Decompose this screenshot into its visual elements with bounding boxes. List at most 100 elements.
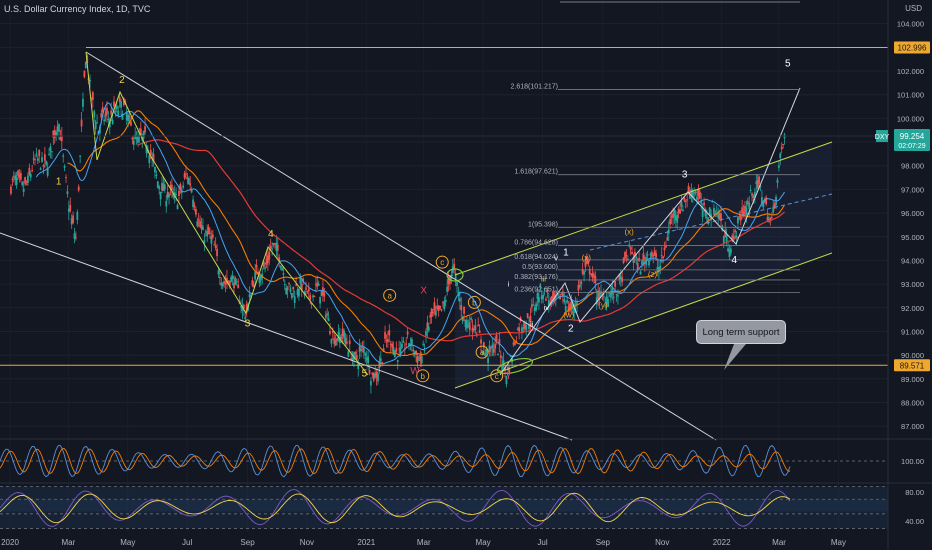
candle-body [17,170,19,176]
candle-body [192,199,194,207]
candle-body [66,191,69,195]
candle-body [595,297,598,305]
candle-body [248,294,251,298]
candle-body [117,110,120,116]
candle-body [131,137,134,140]
wave-label: (x) [624,227,634,236]
last-price-tag [894,129,930,152]
candle-body [12,176,15,178]
candle-body [21,182,24,185]
fib-label: 0.618(94.024) [514,254,558,261]
candle-body [717,211,720,218]
candle-body [413,351,416,355]
candle-body [718,213,721,220]
candle-body [460,305,463,311]
candle-body [437,305,440,311]
x-tick-label: Nov [655,538,669,547]
x-tick-label: May [120,538,135,547]
candle-body [521,327,523,333]
candle-body [429,315,432,318]
candle-body [300,284,303,291]
candle-body [145,145,148,153]
candle-body [148,155,151,164]
candle-body [453,263,456,269]
candle-body [269,246,272,249]
candle-body [350,358,353,361]
candle-body [107,118,110,120]
down-trend-upper [85,51,717,441]
candle-body [158,186,161,190]
down-trend-lower [0,232,573,441]
candle-body [49,146,52,151]
candle-body [320,291,323,297]
wave-circle [467,295,481,309]
candle-body [552,292,554,298]
candle-body [183,173,186,178]
candle-body [130,121,132,126]
candle-body [142,131,145,139]
candle-body [176,204,179,210]
candle-body [245,304,248,313]
candle-body [166,191,169,198]
candle-body [52,130,55,138]
candle-body [79,155,82,157]
candle-body [535,303,537,311]
candle-body [344,337,347,345]
candle-body [439,305,441,309]
candle-body [670,216,673,218]
candle-body [680,201,683,207]
candle-body [396,360,399,362]
wave-path-2020 [85,51,369,376]
x-tick-label: 2021 [357,538,375,547]
candle-body [27,175,29,183]
candle-body [378,361,381,368]
candle-body [382,348,385,352]
candle-body [436,305,439,309]
candle-body [104,112,107,117]
x-tick-label: May [476,538,491,547]
candle-body [63,166,66,168]
candle-body [737,216,739,224]
candle-body [279,265,282,268]
wave-circle [435,255,449,269]
candle-body [72,215,74,223]
candle-body [194,208,197,215]
candle-body [584,259,587,267]
candle-body [772,206,775,213]
countdown-label: 02:07:29 [898,143,925,150]
candle-body [110,110,113,115]
wave-path-2021 [499,87,801,376]
candle-body [643,262,646,264]
candle-body [221,282,224,287]
candle-body [546,289,549,293]
candle-body [482,342,485,348]
candle-body [48,153,50,155]
y-tick-label: 87.000 [901,422,924,431]
candle-body [368,369,371,374]
candle-body [471,327,474,332]
callout-pointer [724,344,746,370]
candle-body [447,277,450,285]
candle-body [56,126,59,131]
y-tick-label: 96.000 [901,209,924,218]
candle-body [120,101,122,108]
candle-body [779,153,782,159]
candle-body [512,342,515,345]
y-tick-label: 104.000 [897,20,924,29]
candle-body [62,155,65,157]
candle-body [473,329,475,331]
y-tick-label: 94.000 [901,256,924,265]
x-tick-label: Mar [417,538,431,547]
candle-body [15,177,18,185]
candle-body [405,343,408,345]
x-tick-label: May [831,538,846,547]
candle-body [347,351,350,357]
candle-body [444,299,447,303]
candle-body [653,250,656,256]
candle-body [80,119,83,127]
candle-body [674,215,677,221]
candle-body [576,302,578,306]
candle-body [693,192,696,194]
